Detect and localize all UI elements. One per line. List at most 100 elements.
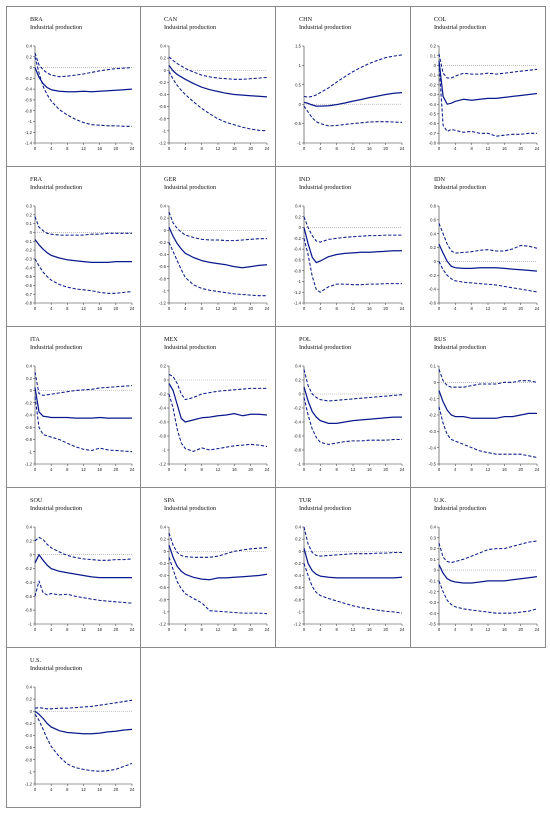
y-tick-label: 0.2 bbox=[26, 212, 32, 217]
x-tick-label: 20 bbox=[113, 306, 118, 311]
y-tick-label: -0.4 bbox=[294, 247, 302, 252]
x-tick-label: 8 bbox=[200, 627, 203, 632]
y-tick-label: -0.4 bbox=[159, 406, 167, 411]
y-tick-label: -0.2 bbox=[159, 80, 167, 85]
y-tick-label: 0.8 bbox=[430, 204, 436, 209]
y-tick-label: -0.1 bbox=[429, 578, 437, 583]
variable-subtitle: Industrial production bbox=[30, 505, 83, 512]
x-tick-label: 12 bbox=[81, 787, 86, 792]
x-tick-label: 20 bbox=[113, 627, 118, 632]
y-tick-label: -0.6 bbox=[429, 301, 437, 306]
response-line bbox=[303, 548, 403, 579]
y-tick-label: 0.1 bbox=[430, 364, 436, 369]
y-tick-label: -0.4 bbox=[25, 733, 33, 738]
x-tick-label: 16 bbox=[97, 787, 102, 792]
y-tick-label: 1 bbox=[299, 63, 302, 68]
y-tick-label: -1 bbox=[162, 609, 166, 614]
irf-plot: 0.40.20-0.2-0.4-0.6-0.8-1-1.20 4 8 12 16 20 24 bbox=[159, 204, 270, 311]
y-tick-label: -0.2 bbox=[429, 589, 437, 594]
x-tick-label: 12 bbox=[486, 146, 491, 151]
x-tick-label: 16 bbox=[97, 467, 102, 472]
y-tick-label: -0.4 bbox=[159, 92, 167, 97]
x-tick-label: 12 bbox=[486, 627, 491, 632]
y-tick-label: -0.6 bbox=[294, 257, 302, 262]
y-tick-label: 0.2 bbox=[160, 537, 166, 542]
y-tick-label: -0.2 bbox=[25, 721, 33, 726]
irf-plot: 0.20.10-0.1-0.2-0.3-0.4-0.5-0.6-0.7-0.80… bbox=[429, 44, 540, 151]
y-tick-label: 0.2 bbox=[160, 216, 166, 221]
y-tick-label: -0.6 bbox=[25, 594, 33, 599]
y-tick-label: -1 bbox=[162, 128, 166, 133]
y-tick-label: 0.4 bbox=[26, 364, 32, 369]
y-tick-label: -0.4 bbox=[25, 87, 33, 92]
y-tick-label: -0.5 bbox=[429, 462, 437, 467]
y-tick-label: -0.4 bbox=[294, 420, 302, 425]
irf-plot: 0.40.20-0.2-0.4-0.6-0.8-1-1.20 4 8 12 16 20 24 bbox=[25, 685, 135, 792]
y-tick-label: -1.2 bbox=[159, 622, 167, 627]
irf-plot: 0.10-0.1-0.2-0.3-0.4-0.50 4 8 12 16 20 24 bbox=[429, 364, 540, 472]
y-tick-label: 0 bbox=[164, 228, 167, 233]
panel-ita: ITA Industrial production 0.4 0.2 0 -0.2 -0.4 -… bbox=[6, 326, 141, 488]
country-title: CHN bbox=[299, 16, 313, 23]
y-tick-label: -1 bbox=[297, 279, 301, 284]
y-tick-label: 0.4 bbox=[26, 44, 32, 49]
x-tick-label: 24 bbox=[400, 306, 405, 311]
y-tick-label: -0.8 bbox=[25, 108, 33, 113]
x-tick-label: 8 bbox=[200, 467, 203, 472]
y-tick-label: -0.8 bbox=[25, 608, 33, 613]
panel-sou: SOU Industrial production 0.4 0.2 0 -0.2 -0.4 -… bbox=[6, 487, 141, 648]
x-tick-label: 4 bbox=[50, 467, 53, 472]
y-tick-label: 0.4 bbox=[160, 525, 166, 530]
x-tick-label: 8 bbox=[66, 146, 69, 151]
response-line bbox=[34, 239, 132, 264]
y-tick-label: -0.2 bbox=[429, 413, 437, 418]
y-tick-label: -0.2 bbox=[159, 240, 167, 245]
y-tick-label: -0.4 bbox=[294, 573, 302, 578]
lower-line bbox=[168, 71, 268, 132]
panel-can: CAN Industrial production 0.4 0.2 0 -0.2 -0.4 -… bbox=[140, 6, 276, 167]
x-tick-label: 4 bbox=[454, 146, 457, 151]
y-tick-label: 0 bbox=[299, 225, 302, 230]
y-tick-label: -0.2 bbox=[25, 400, 33, 405]
lower-line bbox=[303, 105, 403, 127]
lower-line bbox=[438, 580, 538, 614]
x-tick-label: 20 bbox=[248, 146, 253, 151]
y-tick-label: 0.3 bbox=[26, 204, 32, 209]
x-tick-label: 4 bbox=[50, 627, 53, 632]
y-tick-label: -0.8 bbox=[159, 434, 167, 439]
variable-subtitle: Industrial production bbox=[434, 184, 487, 191]
x-tick-label: 4 bbox=[184, 467, 187, 472]
y-tick-label: -0.7 bbox=[25, 292, 33, 297]
variable-subtitle: Industrial production bbox=[164, 24, 217, 31]
y-tick-label: -0.8 bbox=[159, 597, 167, 602]
x-tick-label: 24 bbox=[130, 146, 135, 151]
lower-line bbox=[34, 714, 133, 772]
irf-plot: 0.40.20-0.2-0.4-0.6-0.8-1-1.20 4 8 12 16 20 24 bbox=[25, 364, 135, 472]
response-line bbox=[34, 67, 133, 93]
y-tick-label: -1 bbox=[297, 462, 301, 467]
y-tick-label: -0.8 bbox=[294, 597, 302, 602]
x-tick-label: 12 bbox=[81, 306, 86, 311]
x-tick-label: 20 bbox=[248, 467, 253, 472]
variable-subtitle: Industrial production bbox=[164, 184, 217, 191]
x-tick-label: 16 bbox=[502, 146, 507, 151]
x-tick-label: 0 bbox=[303, 306, 306, 311]
x-tick-label: 4 bbox=[50, 787, 53, 792]
x-tick-label: 12 bbox=[486, 467, 491, 472]
x-tick-label: 20 bbox=[383, 306, 388, 311]
y-tick-label: -0.5 bbox=[429, 112, 437, 117]
x-tick-label: 24 bbox=[265, 146, 270, 151]
country-title: U.S. bbox=[30, 657, 42, 664]
panel-bra: BRA Industrial production 0.4 0.2 0 -0.2 -0.4 -… bbox=[6, 6, 141, 167]
irf-plot: 0.40.20-0.2-0.4-0.6-0.8-10 4 8 12 16 20 24 bbox=[25, 525, 135, 632]
y-tick-label: -0.6 bbox=[159, 420, 167, 425]
x-tick-label: 8 bbox=[470, 467, 473, 472]
y-tick-label: -0.6 bbox=[159, 585, 167, 590]
x-tick-label: 12 bbox=[81, 146, 86, 151]
x-tick-label: 8 bbox=[335, 146, 338, 151]
x-tick-label: 16 bbox=[367, 306, 372, 311]
y-tick-label: -0.4 bbox=[159, 573, 167, 578]
y-tick-label: 0.1 bbox=[430, 53, 436, 58]
response-line bbox=[168, 226, 268, 269]
panel-u-s: U.S. Industrial production 0.4 0.2 0 -0.2 -0.4… bbox=[6, 647, 141, 808]
